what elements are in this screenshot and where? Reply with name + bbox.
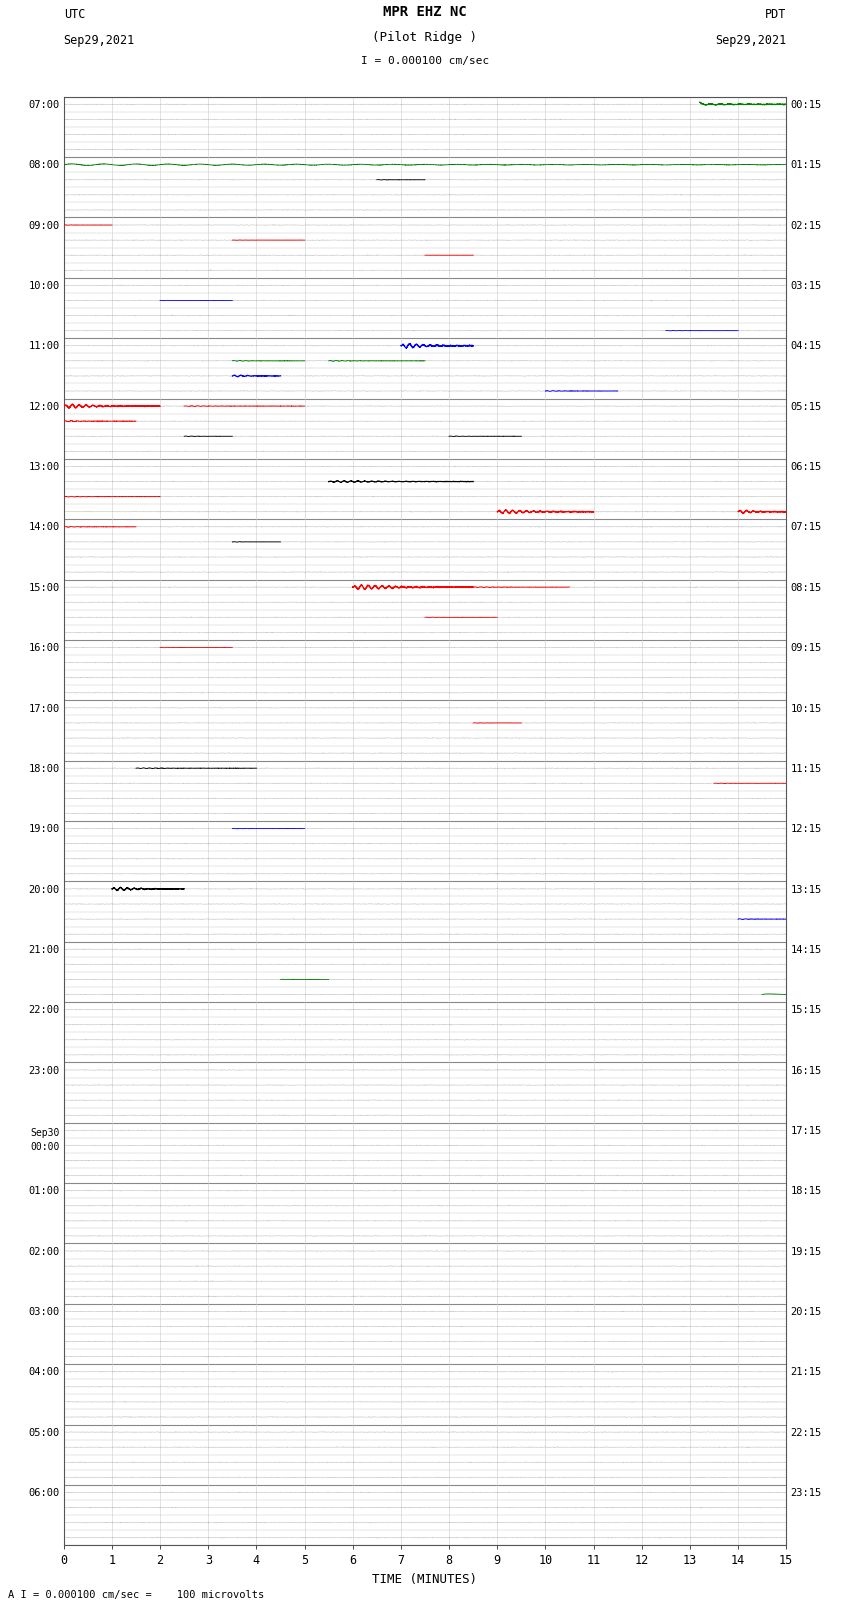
Text: 07:15: 07:15 bbox=[790, 523, 822, 532]
Text: 07:00: 07:00 bbox=[28, 100, 60, 110]
Text: 17:00: 17:00 bbox=[28, 703, 60, 713]
Text: 17:15: 17:15 bbox=[790, 1126, 822, 1136]
Text: 09:15: 09:15 bbox=[790, 644, 822, 653]
Text: 21:15: 21:15 bbox=[790, 1368, 822, 1378]
Text: 14:15: 14:15 bbox=[790, 945, 822, 955]
Text: 14:00: 14:00 bbox=[28, 523, 60, 532]
Text: 16:15: 16:15 bbox=[790, 1066, 822, 1076]
Text: UTC: UTC bbox=[64, 8, 85, 21]
Text: 06:15: 06:15 bbox=[790, 461, 822, 473]
Text: 05:15: 05:15 bbox=[790, 402, 822, 411]
Text: 12:15: 12:15 bbox=[790, 824, 822, 834]
Text: 22:15: 22:15 bbox=[790, 1428, 822, 1437]
Text: 08:15: 08:15 bbox=[790, 582, 822, 594]
Text: PDT: PDT bbox=[765, 8, 786, 21]
Text: 13:15: 13:15 bbox=[790, 884, 822, 895]
Text: 10:15: 10:15 bbox=[790, 703, 822, 713]
Text: 06:00: 06:00 bbox=[28, 1489, 60, 1498]
Text: 22:00: 22:00 bbox=[28, 1005, 60, 1015]
Text: (Pilot Ridge ): (Pilot Ridge ) bbox=[372, 31, 478, 44]
Text: 09:00: 09:00 bbox=[28, 221, 60, 231]
Text: 08:00: 08:00 bbox=[28, 160, 60, 171]
Text: 21:00: 21:00 bbox=[28, 945, 60, 955]
Text: Sep29,2021: Sep29,2021 bbox=[715, 34, 786, 47]
Text: 12:00: 12:00 bbox=[28, 402, 60, 411]
Text: MPR EHZ NC: MPR EHZ NC bbox=[383, 5, 467, 19]
Text: 18:15: 18:15 bbox=[790, 1187, 822, 1197]
Text: 04:00: 04:00 bbox=[28, 1368, 60, 1378]
Text: 15:00: 15:00 bbox=[28, 582, 60, 594]
Text: 02:00: 02:00 bbox=[28, 1247, 60, 1257]
Text: 20:15: 20:15 bbox=[790, 1307, 822, 1318]
Text: 23:15: 23:15 bbox=[790, 1489, 822, 1498]
Text: 16:00: 16:00 bbox=[28, 644, 60, 653]
Text: 19:00: 19:00 bbox=[28, 824, 60, 834]
Text: 11:00: 11:00 bbox=[28, 342, 60, 352]
Text: 04:15: 04:15 bbox=[790, 342, 822, 352]
Text: 23:00: 23:00 bbox=[28, 1066, 60, 1076]
Text: 15:15: 15:15 bbox=[790, 1005, 822, 1015]
Text: 18:00: 18:00 bbox=[28, 765, 60, 774]
Text: 10:00: 10:00 bbox=[28, 281, 60, 290]
X-axis label: TIME (MINUTES): TIME (MINUTES) bbox=[372, 1573, 478, 1586]
Text: 01:15: 01:15 bbox=[790, 160, 822, 171]
Text: 01:00: 01:00 bbox=[28, 1187, 60, 1197]
Text: 20:00: 20:00 bbox=[28, 884, 60, 895]
Text: 02:15: 02:15 bbox=[790, 221, 822, 231]
Text: 03:00: 03:00 bbox=[28, 1307, 60, 1318]
Text: 19:15: 19:15 bbox=[790, 1247, 822, 1257]
Text: 03:15: 03:15 bbox=[790, 281, 822, 290]
Text: 11:15: 11:15 bbox=[790, 765, 822, 774]
Text: Sep30: Sep30 bbox=[30, 1127, 60, 1137]
Text: Sep29,2021: Sep29,2021 bbox=[64, 34, 135, 47]
Text: 05:00: 05:00 bbox=[28, 1428, 60, 1437]
Text: A I = 0.000100 cm/sec =    100 microvolts: A I = 0.000100 cm/sec = 100 microvolts bbox=[8, 1590, 264, 1600]
Text: 00:15: 00:15 bbox=[790, 100, 822, 110]
Text: 13:00: 13:00 bbox=[28, 461, 60, 473]
Text: I = 0.000100 cm/sec: I = 0.000100 cm/sec bbox=[361, 56, 489, 66]
Text: 00:00: 00:00 bbox=[30, 1142, 60, 1152]
